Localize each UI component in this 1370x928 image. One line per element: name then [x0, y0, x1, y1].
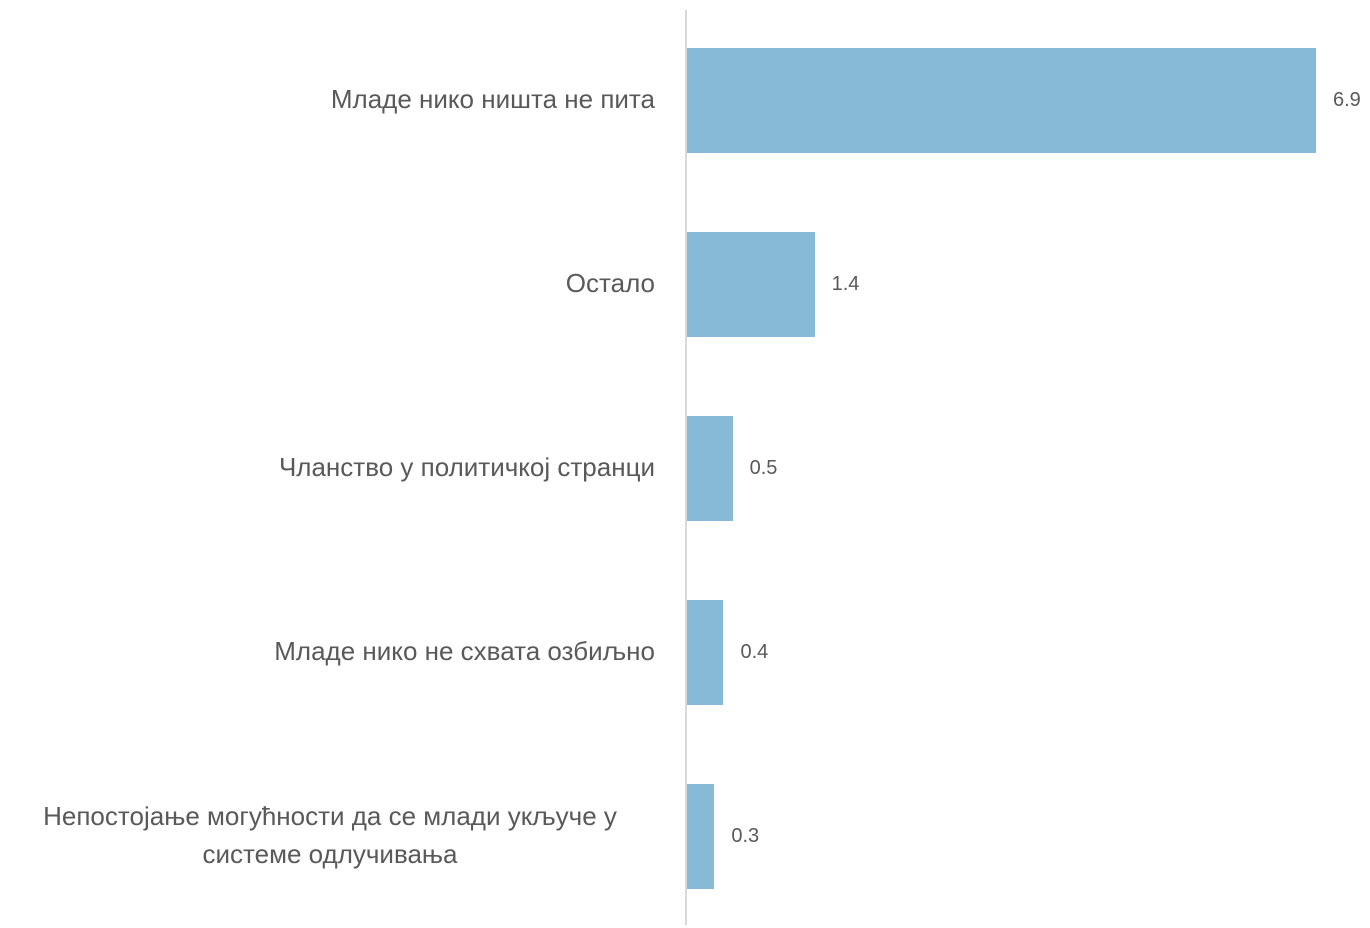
bar: [687, 47, 1316, 153]
value-label: 0.3: [731, 825, 760, 847]
category-label: Младе нико не схвата озбиљно: [274, 636, 655, 667]
category-label-row: Младе нико ништа не пита: [0, 8, 655, 192]
category-label: Остало: [565, 268, 655, 299]
bar: [687, 415, 733, 521]
category-label-row: Младе нико не схвата озбиљно: [0, 560, 655, 744]
category-label: Младе нико ништа не пита: [330, 84, 655, 115]
category-label-row: Остало: [0, 192, 655, 376]
category-label: Непостојање могућности да се млади укључ…: [43, 801, 617, 869]
value-label: 6.9: [1333, 89, 1361, 111]
category-label-row: Чланство у политичкој странци: [0, 376, 655, 560]
value-label: 0.4: [740, 641, 769, 663]
axis-line: [685, 10, 687, 925]
value-label: 1.4: [831, 273, 860, 295]
value-label: 0.5: [749, 457, 778, 479]
bar: [687, 783, 715, 889]
bar: [687, 231, 815, 337]
category-label: Чланство у политичкој странци: [278, 452, 655, 483]
category-label-row: Непостојање могућности да се млади укључ…: [0, 744, 655, 928]
bar: [687, 599, 724, 705]
